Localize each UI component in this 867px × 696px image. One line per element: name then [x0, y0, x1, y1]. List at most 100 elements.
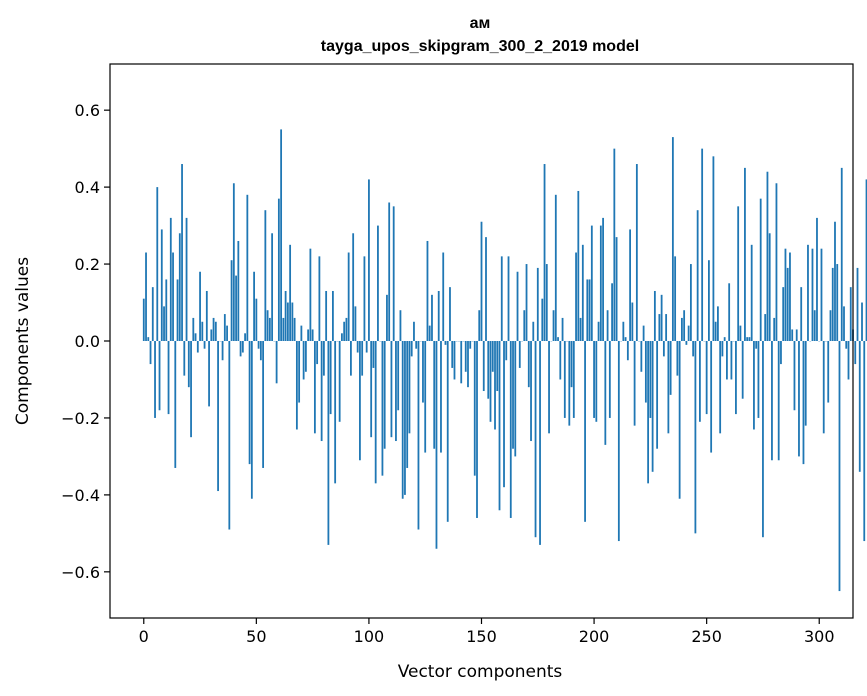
y-tick-label: −0.2	[61, 409, 100, 428]
bar-7	[158, 341, 161, 411]
y-tick-label: 0.2	[75, 255, 100, 274]
bar-281	[775, 183, 778, 341]
bar-21	[190, 341, 192, 438]
bar-96	[359, 341, 361, 461]
bar-2	[147, 337, 150, 341]
bar-124	[422, 341, 424, 403]
bar-28	[205, 290, 208, 341]
x-tick-label: 250	[691, 627, 722, 646]
bar-265	[739, 325, 742, 341]
bar-117	[406, 341, 409, 468]
bar-216	[629, 229, 632, 341]
bar-230	[660, 294, 663, 341]
bar-227	[653, 290, 656, 341]
bar-29	[208, 341, 210, 407]
bar-226	[651, 341, 654, 472]
bar-320	[863, 341, 866, 542]
bar-22	[192, 317, 195, 341]
bar-309	[838, 341, 841, 592]
x-tick-label: 50	[246, 627, 266, 646]
bar-112	[395, 341, 397, 442]
bar-165	[514, 341, 517, 457]
bar-239	[680, 317, 683, 341]
bar-73	[307, 329, 310, 341]
bar-295	[807, 244, 809, 341]
bar-84	[331, 290, 334, 341]
bar-162	[507, 256, 510, 341]
bar-195	[581, 244, 584, 341]
bar-67	[293, 317, 296, 341]
bar-26	[201, 321, 204, 341]
bar-39	[230, 260, 233, 341]
bar-37	[226, 325, 228, 341]
bar-204	[602, 217, 604, 341]
bar-235	[671, 137, 674, 341]
bar-103	[374, 341, 377, 484]
bar-207	[608, 341, 611, 418]
bar-133	[442, 252, 445, 341]
bar-97	[361, 341, 364, 376]
bar-200	[593, 341, 595, 418]
bar-223	[644, 341, 647, 403]
bar-203	[599, 225, 602, 341]
bar-284	[782, 287, 785, 341]
bar-30	[210, 329, 213, 341]
bar-57	[271, 233, 274, 341]
bar-153	[487, 341, 490, 399]
bar-33	[217, 341, 219, 492]
bar-64	[286, 302, 289, 341]
bar-55	[266, 310, 269, 341]
bar-76	[313, 341, 316, 434]
bar-85	[334, 341, 337, 484]
bar-5	[154, 341, 156, 418]
bar-210	[615, 237, 618, 341]
bar-24	[196, 341, 199, 353]
bar-69	[298, 341, 301, 403]
bar-180	[548, 341, 550, 434]
bar-293	[802, 341, 805, 465]
bar-174	[534, 341, 537, 538]
bar-194	[579, 317, 582, 341]
bar-191	[572, 341, 575, 418]
bar-206	[606, 310, 609, 341]
bar-18	[183, 341, 186, 376]
y-tick-label: −0.6	[61, 563, 100, 582]
x-axis-ticks: 0 50 100 150 200 250 300	[139, 618, 835, 646]
bar-127	[428, 325, 431, 341]
bar-252	[710, 341, 713, 453]
bar-301	[820, 248, 823, 341]
bar-107	[383, 341, 386, 449]
bar-137	[451, 341, 454, 368]
bar-114	[399, 310, 402, 341]
bar-291	[798, 341, 800, 457]
bar-143	[464, 341, 467, 372]
bar-201	[595, 341, 598, 422]
bar-0	[142, 298, 145, 341]
bar-278	[768, 233, 771, 341]
bar-164	[512, 341, 514, 449]
bar-317	[856, 267, 859, 341]
bar-247	[698, 341, 701, 422]
bar-199	[590, 225, 593, 341]
x-tick-label: 100	[354, 627, 385, 646]
bar-304	[827, 341, 830, 403]
bar-12	[169, 217, 172, 341]
bar-184	[557, 337, 559, 341]
bar-185	[559, 341, 562, 380]
bar-241	[685, 341, 688, 345]
bar-11	[167, 341, 170, 415]
bar-109	[388, 202, 391, 341]
bar-36	[223, 314, 226, 341]
bar-119	[410, 341, 413, 357]
bar-197	[586, 279, 589, 341]
bar-175	[536, 267, 539, 341]
bar-90	[345, 317, 348, 341]
bar-289	[793, 341, 796, 411]
bar-78	[318, 256, 321, 341]
bar-282	[777, 341, 780, 461]
bar-254	[714, 321, 717, 341]
bar-183	[554, 194, 557, 341]
bar-187	[563, 341, 566, 418]
bar-47	[248, 341, 251, 465]
bar-81	[325, 290, 328, 341]
